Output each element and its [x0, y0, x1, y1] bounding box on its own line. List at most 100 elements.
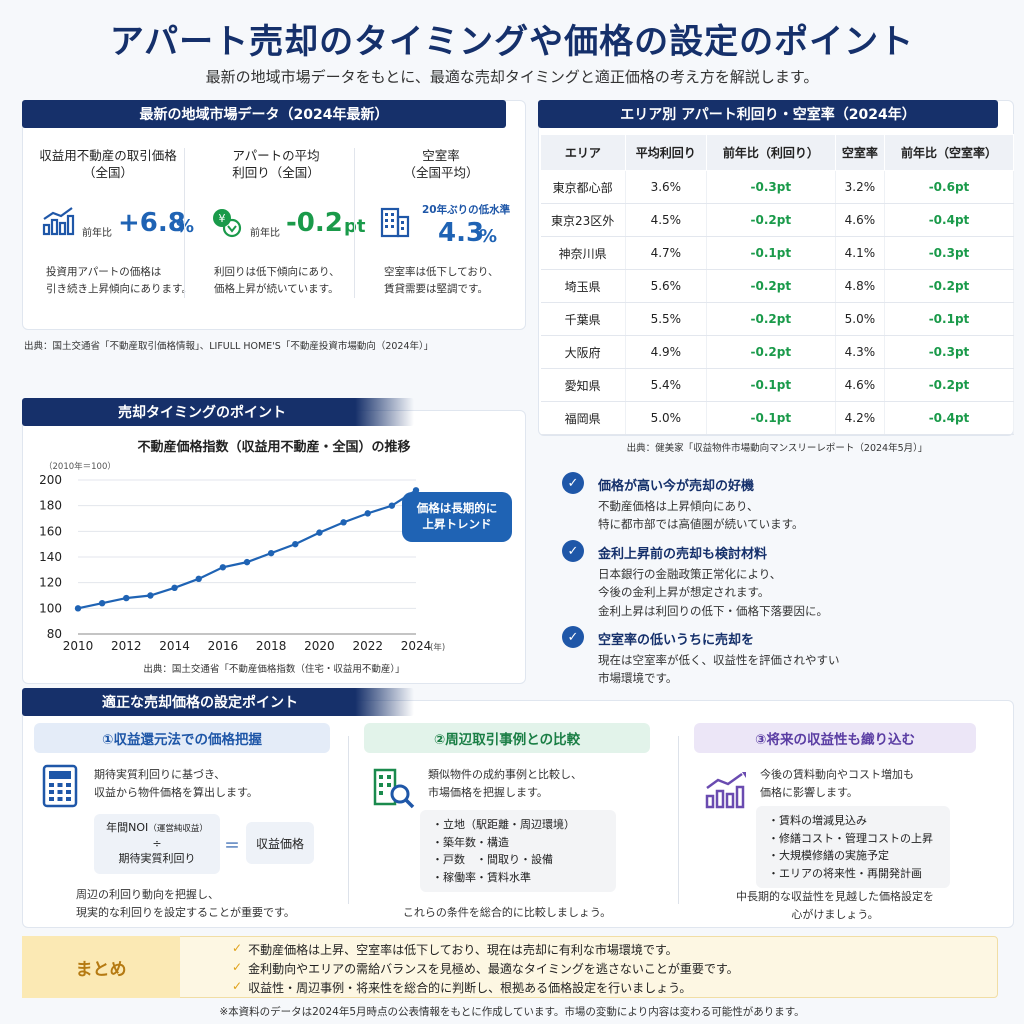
data-point	[243, 558, 251, 566]
pricing-col3-outro: 中長期的な収益性を見越した価格設定を 心がけましょう。	[736, 890, 934, 921]
summary-label-box: まとめ	[22, 936, 180, 998]
divider	[348, 736, 349, 904]
stat-unit: %	[176, 216, 195, 237]
list-item: ・築年数・構造	[432, 835, 509, 849]
formula-divide: ÷	[152, 836, 162, 850]
market-source: 出典：国土交通省「不動産取引価格情報」、LIFULL HOME'S「不動産投資市…	[24, 341, 434, 352]
summary-text: 不動産価格は上昇、空室率は低下しており、現在は売却に有利な市場環境です。	[248, 943, 678, 957]
table-cell: -0.3pt	[706, 170, 836, 204]
divider	[354, 148, 355, 298]
table-cell: 5.5%	[625, 302, 707, 336]
table-cell: 3.6%	[625, 170, 707, 204]
table-cell: 4.6%	[835, 368, 886, 402]
checkmark-icon: ✓	[232, 960, 243, 974]
table-cell: 5.6%	[625, 269, 707, 303]
stat-note: 利回りは低下傾向にあり、 価格上昇が続いています。	[214, 266, 340, 295]
area-name-cell: 東京都心部	[540, 170, 626, 204]
bar-chart-up-icon	[42, 206, 76, 240]
data-point	[267, 549, 275, 557]
table-cell: -0.3pt	[884, 236, 1014, 270]
stat-prefix: 20年ぶりの低水準	[422, 204, 511, 216]
stat-unit: %	[479, 226, 498, 247]
table-cell: 4.5%	[625, 203, 707, 237]
area-name-cell: 大阪府	[540, 335, 626, 369]
table-cell: -0.6pt	[884, 170, 1014, 204]
y-tick-label: 140	[39, 550, 62, 564]
chart-index-note: （2010年＝100）	[44, 462, 116, 472]
divider	[678, 736, 679, 904]
pricing-col1-title: ①収益還元法での価格把握	[34, 723, 330, 753]
timing-heading-text: 売却タイミングのポイント	[118, 405, 286, 421]
chart-annotation: 価格は長期的に 上昇トレンド	[402, 492, 512, 542]
table-cell: 3.2%	[835, 170, 886, 204]
x-tick-label: 2016	[208, 639, 239, 653]
data-point	[147, 592, 154, 599]
data-point	[195, 575, 202, 583]
table-cell: 4.2%	[835, 401, 886, 435]
stat-prefix: 前年比	[250, 228, 280, 239]
data-point	[171, 584, 178, 591]
y-tick-label: 120	[39, 576, 62, 590]
area-table-wrap: エリア 平均利回り 前年比（利回り） 空室率 前年比（空室率） 東京都心部 3.6% -0.…	[540, 134, 1014, 435]
y-tick-label: 200	[39, 473, 62, 487]
area-table: エリア 平均利回り 前年比（利回り） 空室率 前年比（空室率） 東京都心部 3.6% -0.…	[540, 134, 1014, 435]
data-point	[292, 540, 299, 548]
point-title: 空室率の低いうちに売却を	[598, 633, 755, 648]
table-cell: -0.1pt	[706, 236, 836, 270]
timing-card	[22, 410, 526, 684]
table-cell: -0.2pt	[706, 335, 836, 369]
stat-prefix: 前年比	[82, 228, 112, 239]
summary-item: ✓ 金利動向やエリアの需給バランスを見極め、最適なタイミングを逃さないことが重要で…	[232, 960, 739, 977]
series-line	[77, 489, 417, 610]
data-point	[74, 605, 82, 612]
table-cell: -0.4pt	[884, 203, 1014, 237]
growth-chart-icon	[705, 772, 746, 809]
formula-bottom: 期待実質利回り	[118, 852, 196, 866]
calculator-icon	[42, 764, 78, 808]
footer-note: ※本資料のデータは2024年5月時点の公表情報をもとに作成しています。市場の変動…	[219, 1006, 805, 1018]
stat-label: アパートの平均 利回り（全国）	[232, 148, 320, 180]
table-cell: -0.2pt	[706, 269, 836, 303]
check-icon: ✓	[562, 540, 584, 562]
table-cell: 4.6%	[835, 203, 886, 237]
data-point	[123, 594, 130, 602]
table-cell: 5.0%	[835, 302, 886, 336]
stat-value: +6.8	[118, 208, 186, 238]
list-item: ・修繕コスト・管理コストの上昇	[768, 831, 933, 845]
building-search-icon	[373, 768, 415, 809]
pricing-col2-intro: 類似物件の成約事例と比較し、 市場価格を把握します。	[428, 768, 582, 799]
list-item: ・賃料の増減見込み	[768, 814, 867, 827]
pricing-col3-title: ③将来の収益性も織り込む	[694, 723, 976, 753]
pricing-col1-outro: 周辺の利回り動向を把握し、 現実的な利回りを設定することが重要です。	[76, 888, 295, 919]
table-cell: -0.4pt	[884, 401, 1014, 435]
table-row: 東京都心部 3.6% -0.3pt 3.2% -0.6pt	[540, 170, 1014, 204]
table-cell: 4.7%	[625, 236, 707, 270]
column-header: 前年比（利回り）	[705, 134, 836, 171]
table-row: 千葉県 5.5% -0.2pt 5.0% -0.1pt	[540, 302, 1014, 336]
list-item: ・戸数 ・間取り・設備	[432, 853, 553, 867]
summary-text: 収益性・周辺事例・将来性を総合的に判断し、根拠ある価格設定を行いましょう。	[248, 981, 692, 995]
formula-result: 収益価格	[246, 822, 314, 864]
pricing-col1-intro: 期待実質利回りに基づき、 収益から物件価格を算出します。	[94, 768, 258, 799]
table-cell: -0.3pt	[884, 335, 1014, 369]
table-cell: -0.1pt	[884, 302, 1014, 336]
formula-top-note: （運営純収益）	[148, 824, 208, 834]
divider	[184, 148, 185, 298]
stat-note: 投資用アパートの価格は 引き続き上昇傾向にあります。	[46, 266, 192, 295]
checkmark-icon: ✓	[232, 979, 243, 993]
y-tick-label: 80	[47, 627, 62, 641]
x-tick-label: 2020	[304, 639, 335, 653]
stat-value: 4.3	[438, 218, 485, 248]
area-name-cell: 愛知県	[540, 368, 626, 402]
pricing-col2-title: ②周辺取引事例との比較	[364, 723, 650, 753]
stat-label: 空室率 （全国平均）	[403, 148, 479, 180]
data-point	[316, 529, 323, 536]
y-tick-label: 100	[39, 601, 62, 615]
table-cell: 4.8%	[835, 269, 886, 303]
check-icon: ✓	[562, 626, 584, 648]
table-cell: 4.9%	[625, 335, 707, 369]
checkmark-icon: ✓	[232, 941, 243, 955]
stat-note: 空室率は低下しており、 賃貸需要は堅調です。	[384, 266, 499, 295]
formula-top: 年間NOI	[106, 821, 149, 834]
table-row: 福岡県 5.0% -0.1pt 4.2% -0.4pt	[540, 401, 1014, 435]
